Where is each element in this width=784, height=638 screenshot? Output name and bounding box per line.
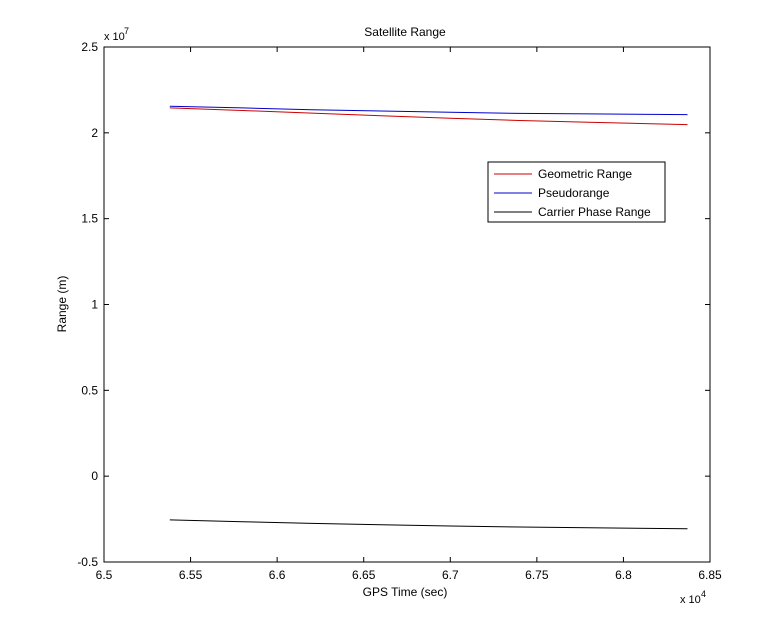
series-layer — [169, 105, 688, 530]
x-tick-label: 6.65 — [352, 568, 376, 582]
x-exponent-base: x 10 — [680, 594, 701, 606]
series-line-carrier-phase-range — [169, 519, 688, 530]
plot-axes-frame — [103, 46, 711, 563]
chart-title: Satellite Range — [364, 25, 446, 39]
series-line-pseudorange — [169, 105, 688, 116]
y-tick-label: 0 — [91, 469, 98, 483]
x-tick-label: 6.85 — [698, 568, 722, 582]
axes-box — [103, 46, 711, 563]
x-axis-ticks: 6.5 6.55 6.6 6.65 6.7 6.75 6.8 6.85 — [96, 47, 722, 582]
y-tick-label: -0.5 — [77, 555, 98, 569]
y-tick-label: 1 — [91, 298, 98, 312]
x-tick-label: 6.8 — [615, 568, 632, 582]
y-exponent-power: 7 — [124, 26, 129, 36]
legend-entries: Geometric Range Pseudorange Carrier Phase … — [494, 167, 651, 219]
legend-label-geometric-range: Geometric Range — [538, 167, 632, 181]
x-exponent-power: 4 — [701, 589, 706, 599]
x-axis-exponent: x 10 4 — [680, 589, 706, 606]
x-tick-label: 6.55 — [179, 568, 203, 582]
x-tick-label: 6.7 — [442, 568, 459, 582]
x-tick-label: 6.6 — [269, 568, 286, 582]
y-tick-label: 1.5 — [81, 212, 98, 226]
legend-label-carrier-phase-range: Carrier Phase Range — [538, 205, 651, 219]
y-tick-label: 2 — [91, 126, 98, 140]
legend-label-pseudorange: Pseudorange — [538, 186, 610, 200]
legend: Geometric Range Pseudorange Carrier Phase … — [487, 161, 666, 223]
x-tick-label: 6.5 — [96, 568, 113, 582]
x-axis-label: GPS Time (sec) — [363, 585, 448, 599]
y-exponent-base: x 10 — [104, 31, 125, 43]
y-tick-label: 2.5 — [81, 40, 98, 54]
x-tick-label: 6.75 — [525, 568, 549, 582]
y-axis-exponent: x 10 7 — [104, 26, 129, 43]
y-axis-label: Range (m) — [55, 276, 69, 333]
y-tick-label: 0.5 — [81, 383, 98, 397]
y-axis-ticks: -0.5 0 0.5 1 1.5 2 2.5 — [77, 40, 710, 569]
series-line-geometric-range — [169, 107, 688, 126]
